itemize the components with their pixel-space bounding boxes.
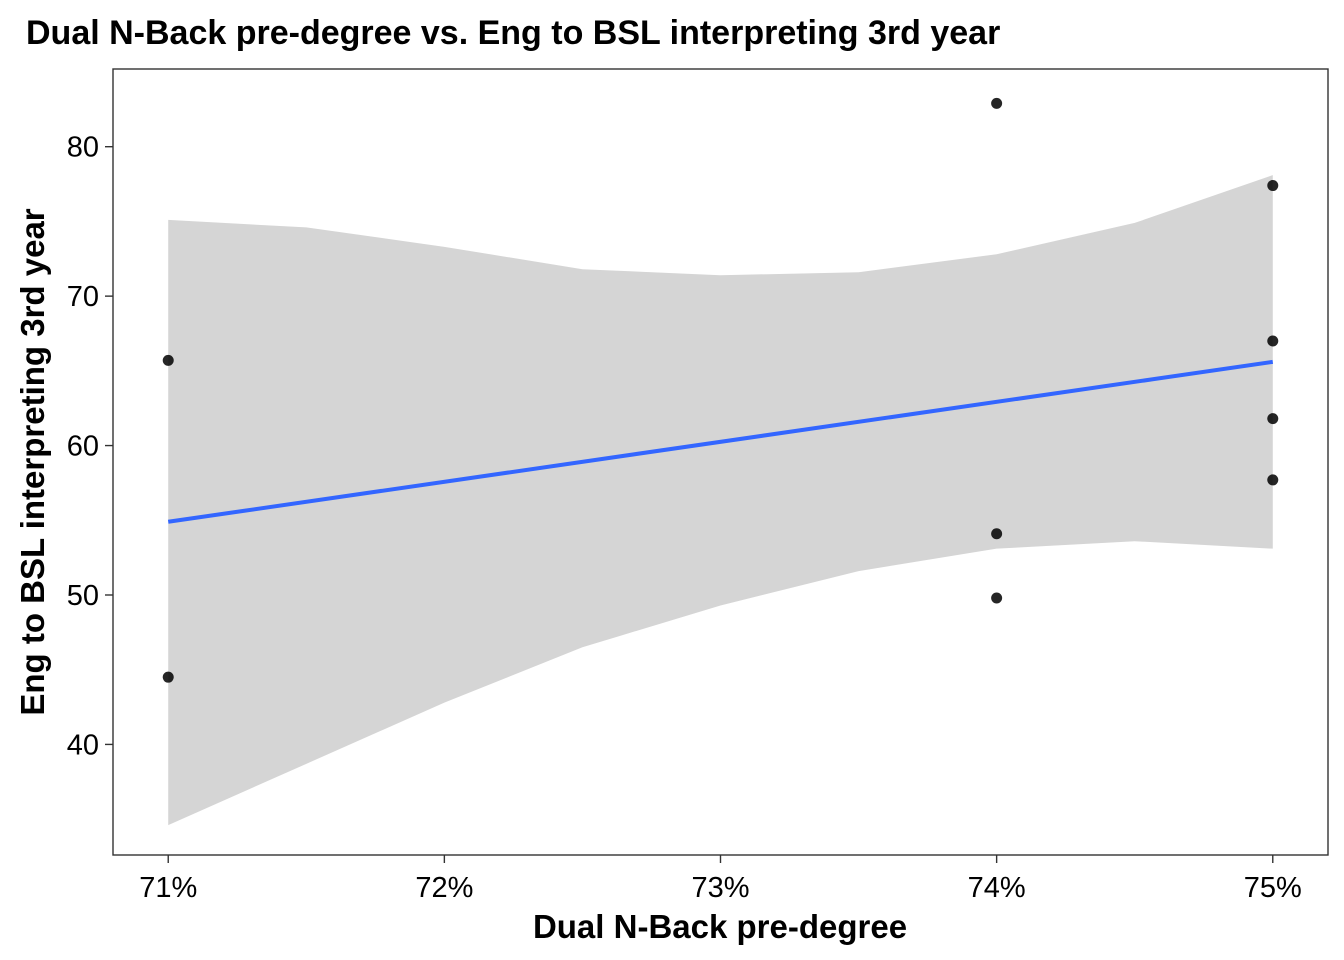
data-point xyxy=(1267,474,1279,486)
x-tick-label: 71% xyxy=(139,872,197,904)
y-tick-label: 80 xyxy=(67,132,99,164)
data-point xyxy=(1267,335,1279,347)
trend-line xyxy=(167,359,1274,524)
x-tick-label: 75% xyxy=(1244,872,1302,904)
x-tick-label: 74% xyxy=(968,872,1026,904)
data-point xyxy=(991,97,1003,109)
y-tick-label: 60 xyxy=(67,431,99,463)
data-point xyxy=(991,528,1003,540)
y-tick-label: 40 xyxy=(67,729,99,761)
y-axis-title: Eng to BSL interpreting 3rd year xyxy=(14,208,51,715)
data-points-layer xyxy=(162,97,1279,683)
data-point xyxy=(1267,180,1279,192)
data-point xyxy=(162,671,174,683)
y-tick-label: 70 xyxy=(67,281,99,313)
x-axis: 71% 72% 73% 74% 75% xyxy=(139,855,1302,904)
confidence-band-layer xyxy=(168,175,1273,826)
data-point xyxy=(162,354,174,366)
data-point xyxy=(1267,413,1279,425)
y-tick-label: 50 xyxy=(67,580,99,612)
data-point xyxy=(991,592,1003,604)
x-tick-label: 72% xyxy=(415,872,473,904)
x-tick-label: 73% xyxy=(691,872,749,904)
chart-title: Dual N-Back pre-degree vs. Eng to BSL in… xyxy=(26,14,1000,52)
confidence-band xyxy=(168,175,1273,826)
x-axis-title: Dual N-Back pre-degree xyxy=(533,908,907,945)
trend-line-layer xyxy=(167,359,1274,524)
y-axis: 40 50 60 70 80 xyxy=(67,132,113,761)
